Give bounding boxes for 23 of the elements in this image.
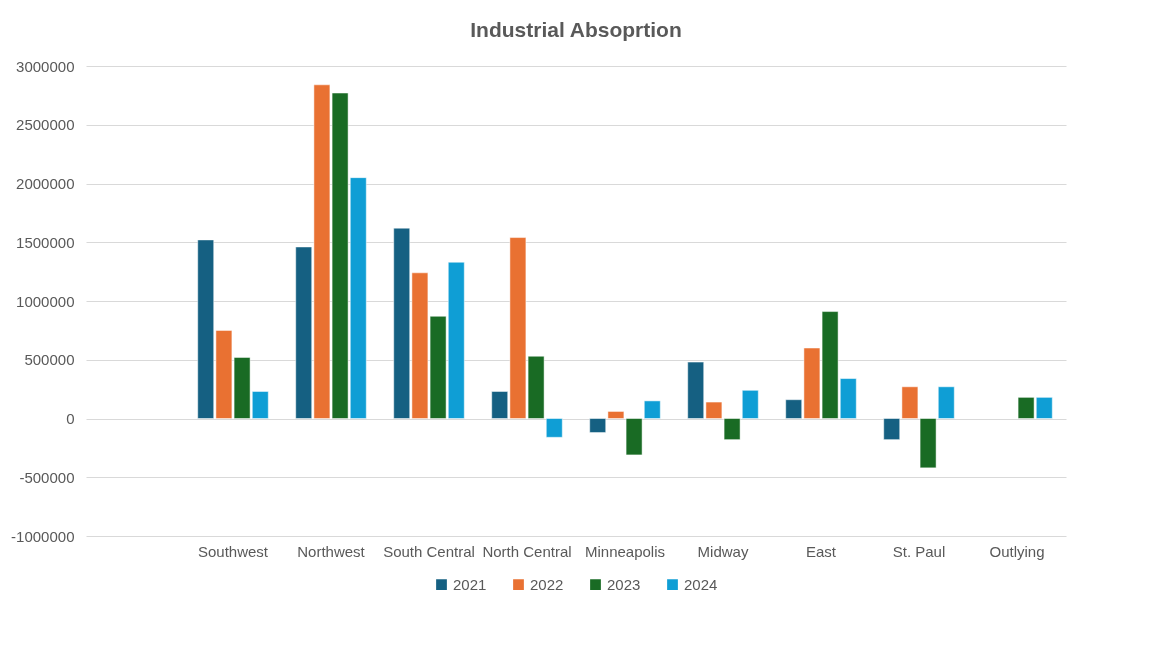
legend-label: 2021 bbox=[453, 575, 487, 593]
x-tick-label: Southwest bbox=[197, 542, 269, 560]
x-tick-label: Midway bbox=[697, 542, 749, 560]
x-tick-label: North Central bbox=[482, 542, 572, 560]
y-tick-label: 3000000 bbox=[16, 57, 75, 75]
legend-label: 2022 bbox=[530, 575, 564, 593]
y-tick-label: 2000000 bbox=[16, 175, 75, 192]
y-tick-label: -1000000 bbox=[11, 527, 75, 545]
legend-label: 2024 bbox=[684, 575, 718, 593]
chart-title: Industrial Absoprtion bbox=[470, 18, 682, 41]
y-tick-label: 1000000 bbox=[16, 292, 75, 310]
x-tick-label: Northwest bbox=[297, 542, 366, 560]
legend-label: 2023 bbox=[607, 575, 641, 593]
y-tick-label: 1500000 bbox=[16, 233, 75, 251]
x-tick-label: South Central bbox=[383, 542, 475, 560]
y-tick-label: 2500000 bbox=[16, 116, 75, 134]
x-tick-label: Outlying bbox=[989, 542, 1045, 560]
x-tick-label: St. Paul bbox=[892, 542, 946, 560]
x-tick-label: East bbox=[805, 542, 837, 560]
x-tick-label: Minneapolis bbox=[584, 542, 666, 560]
y-tick-label: 500000 bbox=[24, 351, 75, 369]
y-tick-label: -500000 bbox=[19, 468, 75, 486]
y-tick-label: 0 bbox=[66, 410, 75, 427]
